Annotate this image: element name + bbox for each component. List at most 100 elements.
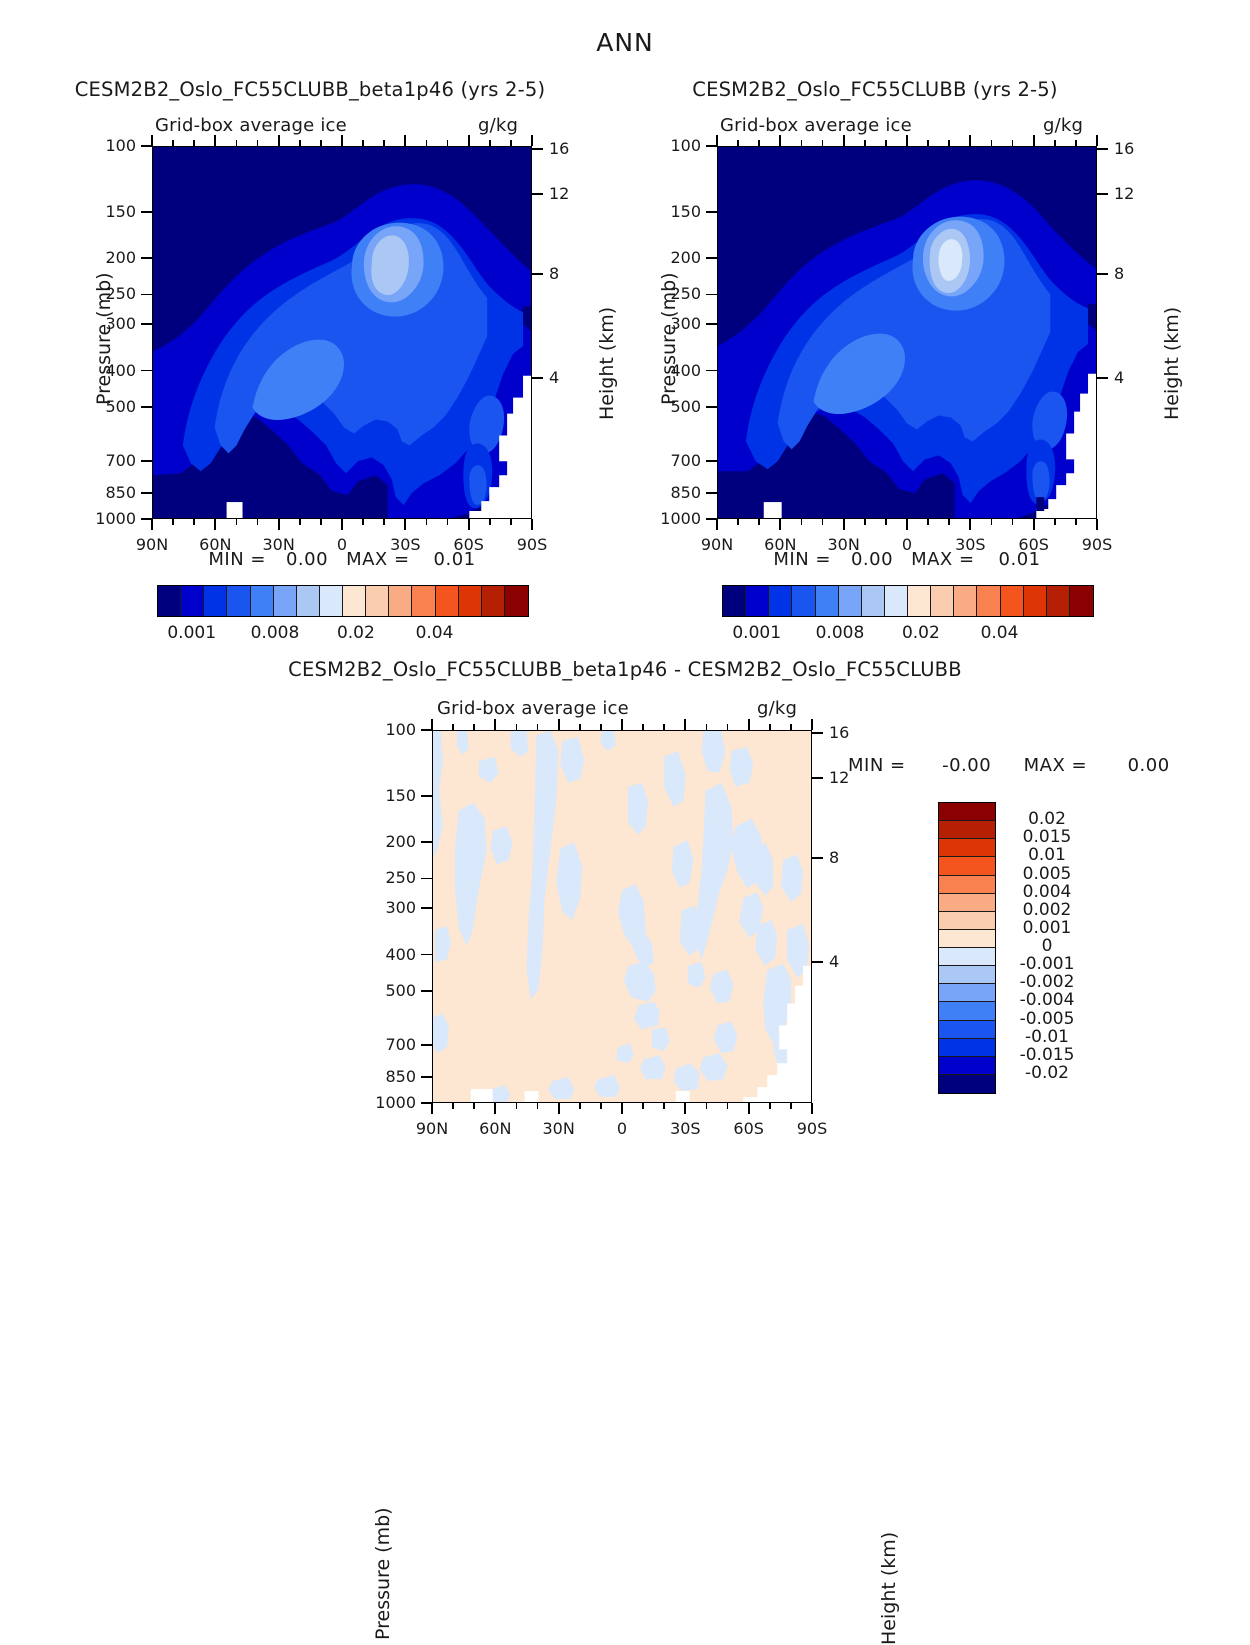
height-tick-top-left xyxy=(531,377,543,379)
pressure-tick-label-bottom-diff: 500 xyxy=(385,980,416,1000)
colorbar-segment xyxy=(939,839,995,858)
lat-tick-top-top-left xyxy=(235,140,238,146)
max-value-top-right: 0.01 xyxy=(998,549,1041,570)
lat-tick-bottom-bottom-diff xyxy=(578,1103,581,1109)
lat-tick-top-top-left xyxy=(193,140,196,146)
lat-tick-bottom-bottom-diff xyxy=(663,1103,666,1109)
pressure-tick-top-left xyxy=(141,210,153,213)
lat-tick-top-top-right xyxy=(1074,140,1077,146)
pressure-tick-top-left xyxy=(141,369,153,372)
colorbar-segment xyxy=(769,586,793,616)
lat-tick-top-bottom-diff xyxy=(621,719,623,730)
lat-tick-label-bottom-diff: 90N xyxy=(415,1119,449,1138)
pressure-tick-label-top-right: 1000 xyxy=(660,509,701,528)
lat-tick-label-top-right: 0 xyxy=(901,535,913,554)
lat-tick-bottom-top-right xyxy=(800,519,803,525)
max-value-bottom: 0.00 xyxy=(1127,755,1170,776)
pressure-tick-label-bottom-diff: 400 xyxy=(385,944,416,964)
lat-tick-bottom-top-right xyxy=(842,519,845,530)
lat-tick-top-top-right xyxy=(927,140,929,146)
min-value-top-right: 0.00 xyxy=(850,549,894,570)
colorbar-segment xyxy=(723,586,747,616)
height-tick-bottom-diff xyxy=(811,777,823,779)
lat-tick-bottom-bottom-diff xyxy=(621,1103,623,1114)
panel-title-bottom-diff: CESM2B2_Oslo_FC55CLUBB_beta1p46 - CESM2B… xyxy=(288,658,962,681)
lat-tick-bottom-top-right xyxy=(990,519,993,525)
colorbar-vertical-label: -0.005 xyxy=(1019,1008,1075,1029)
lat-tick-label-bottom-diff: 30N xyxy=(542,1119,575,1138)
lat-tick-bottom-bottom-diff xyxy=(811,1103,813,1114)
lat-tick-label-top-right: 90S xyxy=(1081,535,1113,554)
colorbar-vertical-label: 0.004 xyxy=(1022,881,1072,902)
height-tick-top-left xyxy=(531,273,543,275)
pressure-tick-top-left xyxy=(141,293,153,296)
colorbar-segment xyxy=(481,586,505,616)
pressure-tick-bottom-diff xyxy=(421,907,433,909)
lat-tick-top-top-right xyxy=(990,140,993,146)
lat-tick-bottom-top-left xyxy=(341,519,343,530)
lat-tick-top-top-left xyxy=(404,135,407,146)
lat-tick-bottom-top-right xyxy=(737,519,739,525)
lat-tick-bottom-top-right xyxy=(906,519,908,530)
lat-tick-top-bottom-diff xyxy=(557,719,560,730)
units-label-top-left: g/kg xyxy=(478,115,519,136)
colorbar-horizontal-top-left xyxy=(157,585,529,617)
lat-tick-bottom-top-left xyxy=(277,519,280,530)
pressure-tick-top-right xyxy=(706,210,718,213)
lat-tick-bottom-top-right xyxy=(948,519,951,525)
lat-tick-bottom-top-left xyxy=(256,519,259,525)
colorbar-segment xyxy=(504,586,528,616)
lat-tick-top-top-right xyxy=(969,135,972,146)
lat-tick-top-bottom-diff xyxy=(431,719,433,730)
height-tick-label-bottom-diff: 4 xyxy=(829,952,840,971)
height-tick-label-top-left: 16 xyxy=(549,139,570,158)
lat-tick-bottom-bottom-diff xyxy=(726,1103,729,1109)
lat-tick-bottom-bottom-diff xyxy=(494,1103,497,1114)
height-tick-top-right xyxy=(1096,148,1108,150)
lat-tick-bottom-bottom-diff xyxy=(642,1103,644,1109)
pressure-tick-label-bottom-diff: 1000 xyxy=(375,1093,416,1112)
colorbar-tick-label-top-right: 0.001 xyxy=(732,623,782,643)
colorbar-vertical-label: -0.015 xyxy=(1019,1044,1075,1065)
pressure-tick-label-top-left: 300 xyxy=(105,313,136,333)
colorbar-vertical-label: 0.005 xyxy=(1022,863,1072,884)
lat-tick-top-bottom-diff xyxy=(705,724,708,730)
max-label-top-left: MAX = xyxy=(346,549,410,570)
colorbar-vertical-label: -0.002 xyxy=(1019,972,1075,993)
variable-label-top-right: Grid-box average ice xyxy=(720,115,912,136)
colorbar-vertical-label: 0.001 xyxy=(1022,917,1072,938)
colorbar-vertical-label: 0 xyxy=(1041,936,1053,956)
lat-tick-bottom-top-left xyxy=(425,519,428,525)
min-label-top-left: MIN = xyxy=(208,549,266,570)
lat-tick-bottom-bottom-diff xyxy=(452,1103,454,1109)
pressure-tick-top-left xyxy=(141,405,153,408)
pressure-tick-top-right xyxy=(706,405,718,408)
colorbar-segment xyxy=(939,1056,995,1075)
pressure-tick-label-top-right: 400 xyxy=(670,360,701,380)
pressure-tick-label-top-left: 850 xyxy=(105,482,136,502)
lat-tick-top-top-right xyxy=(1096,135,1098,146)
lat-tick-bottom-bottom-diff xyxy=(747,1103,750,1114)
contour-plot-top-left xyxy=(152,146,532,519)
lat-tick-top-top-left xyxy=(172,140,174,146)
colorbar-segment xyxy=(343,586,367,616)
pressure-tick-label-top-left: 150 xyxy=(105,201,136,221)
pressure-tick-label-top-right: 700 xyxy=(670,451,701,471)
lat-tick-bottom-bottom-diff xyxy=(684,1103,687,1114)
height-tick-top-left xyxy=(531,148,543,150)
lat-tick-bottom-top-right xyxy=(927,519,929,525)
lat-tick-label-bottom-diff: 60N xyxy=(479,1119,512,1138)
lat-tick-top-top-left xyxy=(151,135,153,146)
lat-tick-top-bottom-diff xyxy=(536,724,539,730)
pressure-tick-label-top-left: 1000 xyxy=(95,509,136,528)
lat-tick-top-top-left xyxy=(531,135,533,146)
colorbar-vertical-label: -0.004 xyxy=(1019,990,1075,1011)
colorbar-segment xyxy=(435,586,459,616)
pressure-tick-top-right xyxy=(706,460,718,463)
lat-tick-top-bottom-diff xyxy=(811,719,813,730)
height-tick-label-top-right: 16 xyxy=(1114,139,1135,158)
panel-bottom-diff: CESM2B2_Oslo_FC55CLUBB_beta1p46 - CESM2B… xyxy=(0,640,1250,1645)
lat-tick-bottom-top-left xyxy=(446,519,449,525)
pressure-tick-label-top-right: 200 xyxy=(670,248,701,268)
lat-tick-bottom-top-right xyxy=(779,519,782,530)
